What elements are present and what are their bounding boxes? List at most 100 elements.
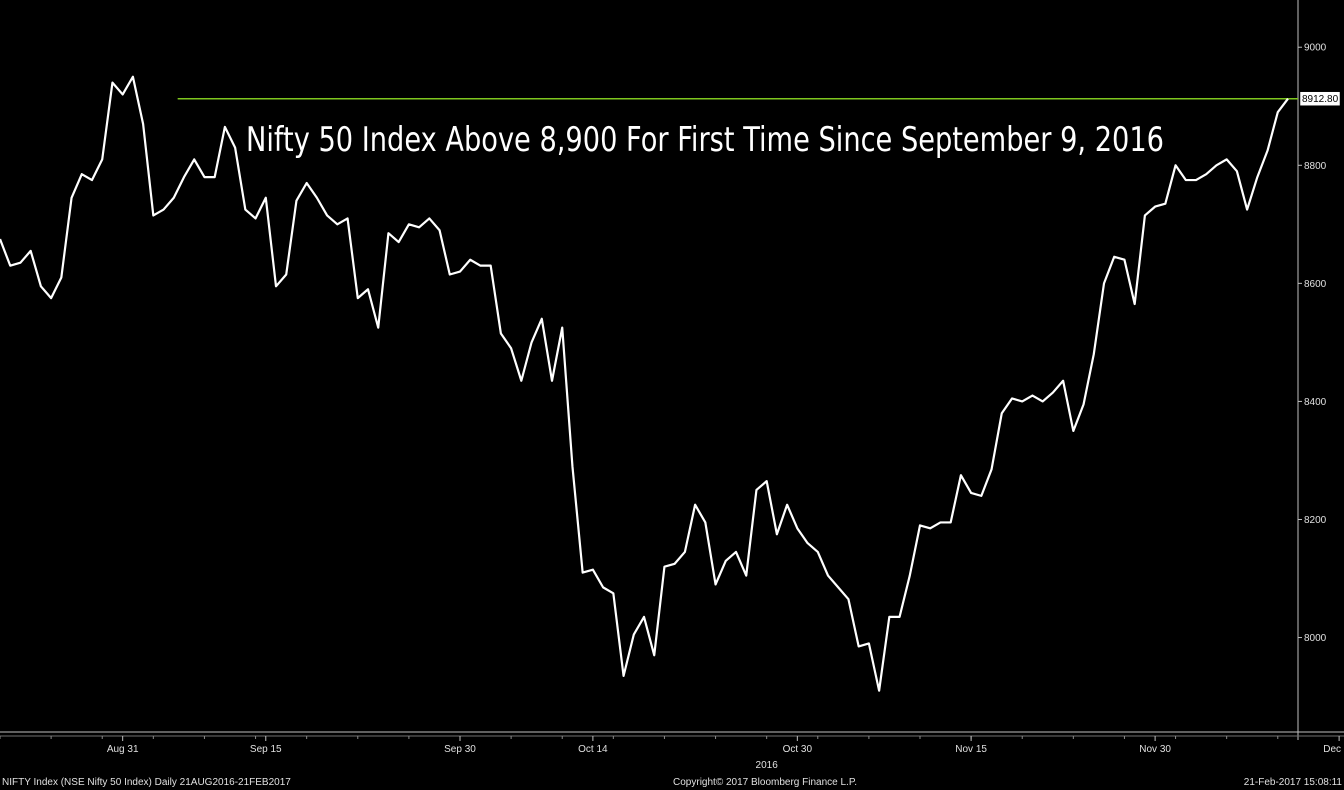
data-point [561,326,563,328]
data-point [1082,403,1084,405]
last-value-box [1299,91,1341,106]
data-point [765,480,767,482]
data-point [1215,164,1217,166]
x-tick-label: Sep 15 [250,744,282,755]
data-point [1103,282,1105,284]
x-tick-label: Aug 31 [107,744,139,755]
y-tick-label: 8200 [1304,515,1327,526]
data-point [1205,173,1207,175]
x-tick-label: Nov 15 [955,744,987,755]
data-point [960,474,962,476]
data-point [1011,397,1013,399]
data-point [418,226,420,228]
data-point [9,264,11,266]
data-point [91,179,93,181]
data-point [1164,202,1166,204]
data-point [408,223,410,225]
data-point [694,504,696,506]
data-point [346,217,348,219]
data-point [19,261,21,263]
data-point [142,123,144,125]
data-point [919,524,921,526]
x-tick-label: Dec 15 [1323,744,1344,755]
data-point [203,176,205,178]
y-tick-label: 8000 [1304,633,1327,644]
data-point [336,223,338,225]
data-point [81,173,83,175]
data-point [244,208,246,210]
x-axis: Aug 31 Sep 15 Sep 30 Oct 14 Oct 30 Nov 15 Nov … [0,731,1344,771]
data-point [745,574,747,576]
data-point [1041,400,1043,402]
data-point [612,592,614,594]
data-point [796,527,798,529]
data-point [1072,430,1074,432]
chart-title: Nifty 50 Index Above 8,900 For First Tim… [246,120,1164,160]
data-point [857,645,859,647]
data-point [101,158,103,160]
data-point [939,521,941,523]
data-point [479,264,481,266]
x-tick-label: Sep 30 [444,744,476,755]
data-point [265,197,267,199]
data-point [285,273,287,275]
data-point [275,285,277,287]
x-tick-label: Nov 30 [1139,744,1171,755]
data-point [377,326,379,328]
y-tick-label: 8600 [1304,279,1327,290]
data-point [1123,259,1125,261]
y-tick-label: 9000 [1304,43,1327,54]
x-year-label: 2016 [756,760,779,771]
data-point [500,332,502,334]
data-point [622,675,624,677]
data-point [316,197,318,199]
data-point [602,586,604,588]
data-point [714,583,716,585]
data-point [786,504,788,506]
data-point [653,654,655,656]
data-point [898,616,900,618]
data-point [888,616,890,618]
data-point [817,551,819,553]
data-point [489,264,491,266]
data-point [449,273,451,275]
data-point [459,270,461,272]
data-point [234,146,236,148]
data-point [776,533,778,535]
data-point [725,560,727,562]
last-value-label: 8912.80 [1302,94,1339,105]
data-point [1246,208,1248,210]
data-point [1195,179,1197,181]
data-point [295,200,297,202]
last-value-tag: 8912.80 [1299,91,1341,106]
data-point [1287,98,1289,100]
data-point [50,297,52,299]
data-point [735,551,737,553]
data-point [326,214,328,216]
data-point [1133,303,1135,305]
data-point [428,217,430,219]
data-point [1001,412,1003,414]
data-point [60,276,62,278]
data-point [1144,214,1146,216]
data-point [827,574,829,576]
data-point [173,197,175,199]
data-point [1277,111,1279,113]
data-point [806,542,808,544]
data-point [121,93,123,95]
data-point [397,241,399,243]
data-point [254,217,256,219]
data-point [704,521,706,523]
data-point [673,563,675,565]
data-point [438,229,440,231]
data-point [592,568,594,570]
data-point [1236,170,1238,172]
data-point [970,492,972,494]
data-point [878,689,880,691]
data-point [305,182,307,184]
data-point [213,176,215,178]
data-point [1031,394,1033,396]
data-point [224,126,226,128]
data-point [571,465,573,467]
